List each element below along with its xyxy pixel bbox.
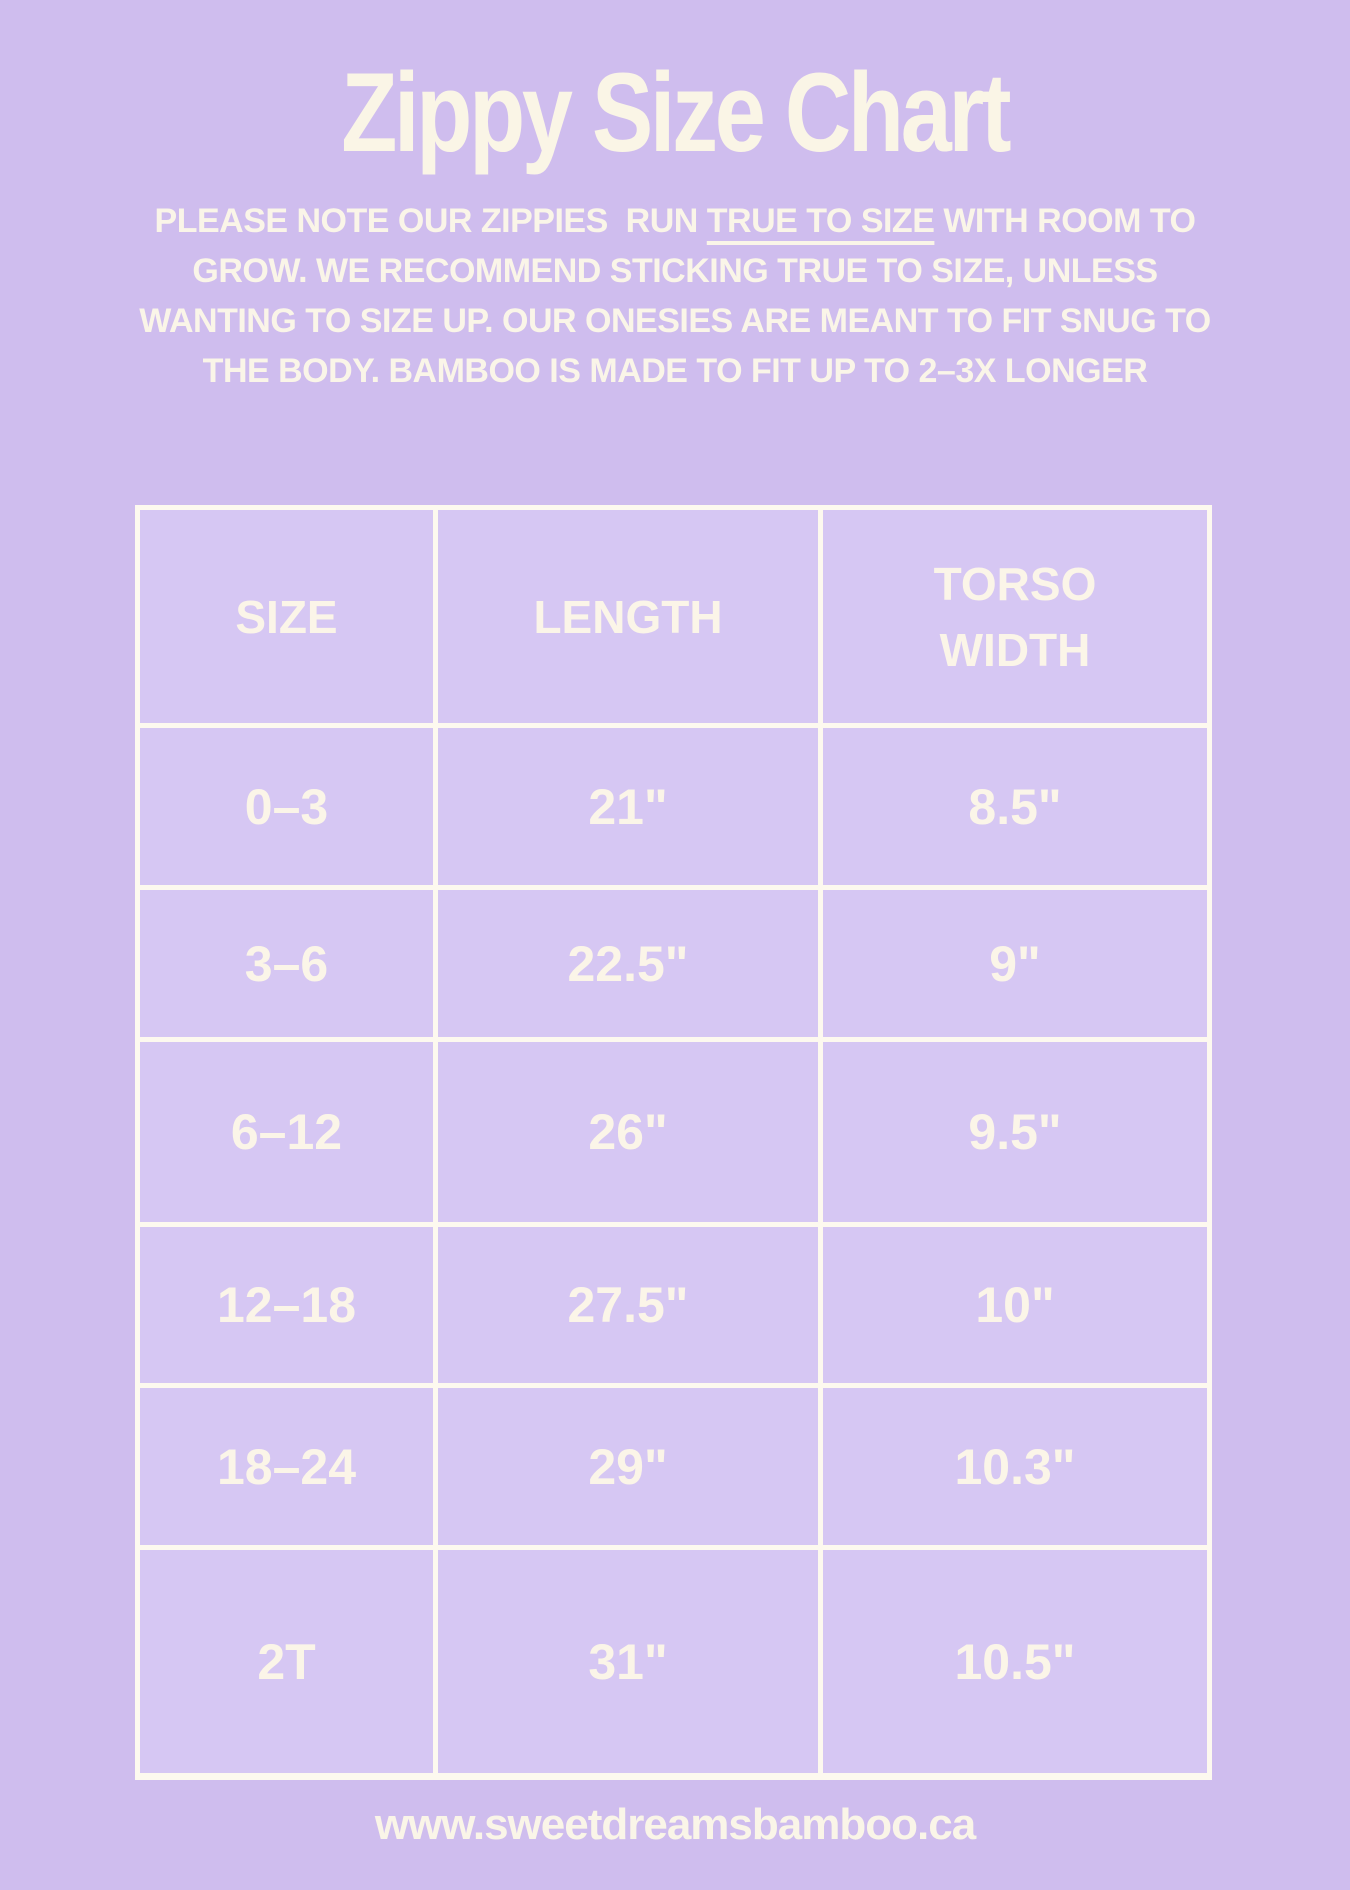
table-cell-length-row5: 29" bbox=[438, 1388, 818, 1545]
note-line-2: GROW. WE RECOMMEND STICKING TRUE TO SIZE… bbox=[192, 252, 1158, 290]
table-cell-length-row6: 31" bbox=[438, 1550, 818, 1773]
table-cell-size-row4: 12–18 bbox=[140, 1227, 433, 1383]
table-cell-width-row5: 10.3" bbox=[823, 1388, 1207, 1545]
table-cell-size-row1: 0–3 bbox=[140, 728, 433, 885]
note-line-3: WANTING TO SIZE UP. OUR ONESIES ARE MEAN… bbox=[139, 302, 1211, 340]
page-title-text: Zippy Size Chart bbox=[341, 50, 1011, 175]
header-cell-size: SIZE bbox=[140, 510, 433, 723]
table-cell-width-row1: 8.5" bbox=[823, 728, 1207, 885]
note-line-4: THE BODY. BAMBOO IS MADE TO FIT UP TO 2–… bbox=[202, 352, 1148, 390]
true-to-size-underlined: TRUE TO SIZE bbox=[706, 202, 935, 240]
table-cell-width-row3: 9.5" bbox=[823, 1042, 1207, 1222]
header-cell-torso-width: TORSO WIDTH bbox=[823, 510, 1207, 723]
note-paragraph: PLEASE NOTE OUR ZIPPIES RUN TRUE TO SIZE… bbox=[60, 196, 1290, 396]
page-title: Zippy Size Chart bbox=[0, 48, 1350, 177]
note-line-1: PLEASE NOTE OUR ZIPPIES RUN TRUE TO SIZE… bbox=[154, 202, 1196, 240]
table-cell-length-row2: 22.5" bbox=[438, 890, 818, 1037]
table-cell-length-row4: 27.5" bbox=[438, 1227, 818, 1383]
table-cell-length-row3: 26" bbox=[438, 1042, 818, 1222]
table-cell-size-row6: 2T bbox=[140, 1550, 433, 1773]
table-cell-size-row3: 6–12 bbox=[140, 1042, 433, 1222]
table-cell-width-row2: 9" bbox=[823, 890, 1207, 1037]
table-cell-length-row1: 21" bbox=[438, 728, 818, 885]
header-cell-length: LENGTH bbox=[438, 510, 818, 723]
table-cell-width-row6: 10.5" bbox=[823, 1550, 1207, 1773]
size-table: SIZE LENGTH TORSO WIDTH 0–3 21" 8.5" 3–6… bbox=[135, 505, 1212, 1780]
table-cell-size-row5: 18–24 bbox=[140, 1388, 433, 1545]
table-cell-width-row4: 10" bbox=[823, 1227, 1207, 1383]
website-url: www.sweetdreamsbamboo.ca bbox=[374, 1800, 976, 1849]
table-cell-size-row2: 3–6 bbox=[140, 890, 433, 1037]
